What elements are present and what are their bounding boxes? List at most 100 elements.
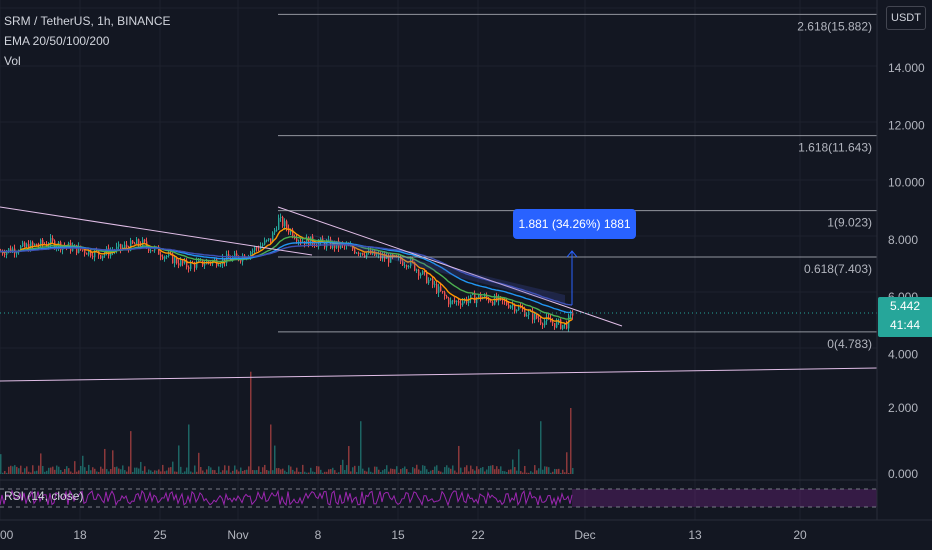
volume-indicator-label[interactable]: Vol	[4, 54, 21, 68]
measure-label[interactable]: 1.881 (34.26%) 1881	[513, 209, 636, 239]
volume-bar	[110, 469, 112, 474]
volume-bar	[482, 467, 484, 474]
candle-body	[34, 243, 36, 245]
time-axis[interactable]: 00 18 25 Nov 8 15 22 Dec 13 20	[0, 519, 932, 542]
volume-bar	[526, 472, 528, 474]
candle-body	[376, 254, 378, 256]
rsi-indicator-label[interactable]: RSI (14, close)	[4, 489, 84, 503]
candle-body	[84, 250, 86, 254]
candle-body	[430, 278, 432, 280]
volume-bar	[26, 466, 28, 474]
candle-body	[272, 232, 274, 243]
candle-body	[446, 295, 448, 299]
volume-bar	[186, 467, 188, 474]
volume-bar	[418, 469, 420, 474]
candle-body	[540, 319, 542, 324]
candle-body	[512, 305, 514, 307]
volume-bar	[80, 465, 82, 474]
volume-bar	[416, 464, 418, 474]
volume-bar	[284, 470, 286, 474]
candle-body	[78, 245, 80, 253]
volume-bar	[466, 465, 468, 474]
volume-bar	[232, 470, 234, 474]
price-tick-label: 4.000	[888, 347, 918, 361]
volume-bar	[338, 472, 340, 474]
volume-bar	[304, 471, 306, 474]
volume-bar	[130, 431, 132, 474]
volume-bar	[382, 470, 384, 474]
volume-bar	[6, 472, 8, 474]
volume-bar	[302, 464, 304, 474]
volume-bar	[312, 471, 314, 474]
volume-bar	[470, 465, 472, 474]
volume-bar	[514, 467, 516, 474]
candle-body	[126, 244, 128, 248]
time-tick-label: 8	[315, 528, 322, 542]
volume-bar	[30, 472, 32, 474]
volume-bar	[256, 470, 258, 474]
volume-bar	[72, 472, 74, 474]
candle-body	[352, 245, 354, 250]
volume-bar	[484, 471, 486, 474]
volume-bar	[152, 471, 154, 474]
candle-body	[486, 295, 488, 299]
volume-bar	[98, 471, 100, 474]
volume-bar	[178, 445, 180, 474]
candle-body	[288, 227, 290, 233]
volume-bar	[34, 471, 36, 474]
measure-arrow[interactable]	[566, 250, 578, 305]
volume-bar	[398, 472, 400, 474]
volume-bar	[516, 470, 518, 474]
volume-bar	[104, 448, 106, 474]
candle-body	[538, 318, 540, 320]
volume-bar	[522, 472, 524, 474]
candle-body	[134, 243, 136, 245]
candle-body	[284, 221, 286, 227]
volume-bar	[262, 467, 264, 474]
time-tick-label: 20	[793, 528, 807, 542]
candle-body	[86, 253, 88, 255]
candle-body	[10, 248, 12, 253]
candle-body	[444, 292, 446, 296]
volume-bar	[216, 472, 218, 474]
volume-bar	[184, 471, 186, 474]
candle-body	[356, 252, 358, 254]
volume-bar	[534, 465, 536, 474]
ema-indicator-label[interactable]: EMA 20/50/100/200	[4, 34, 110, 48]
candle-body	[380, 253, 382, 259]
volume-bar	[240, 467, 242, 474]
volume-bar	[420, 470, 422, 474]
volume-bar	[198, 452, 200, 474]
volume-bar	[326, 471, 328, 474]
volume-bar	[410, 472, 412, 474]
ema-lines	[0, 227, 573, 325]
volume-bar	[82, 455, 84, 474]
volume-bar	[422, 465, 424, 474]
candle-body	[456, 300, 458, 302]
volume-bar	[222, 470, 224, 474]
candle-body	[256, 247, 258, 249]
volume-bar	[120, 469, 122, 474]
volume-bar	[490, 465, 492, 474]
volume-bar	[4, 470, 6, 474]
volume-bar	[200, 466, 202, 474]
symbol-title[interactable]: SRM / TetherUS, 1h, BINANCE	[4, 14, 171, 28]
volume-bar	[260, 472, 262, 474]
candle-body	[224, 258, 226, 263]
candle-body	[160, 254, 162, 257]
volume-bar	[314, 472, 316, 474]
volume-bar	[42, 465, 44, 474]
bar-countdown: 41:44	[889, 318, 921, 332]
volume-bar	[536, 470, 538, 474]
volume-bar	[10, 465, 12, 474]
volume-bar	[448, 467, 450, 474]
trend-lines[interactable]	[0, 206, 878, 382]
currency-button[interactable]: USDT	[886, 6, 926, 30]
candle-body	[88, 250, 90, 255]
candle-body	[488, 298, 490, 302]
candle-body	[566, 323, 568, 329]
chart-legend[interactable]: SRM / TetherUS, 1h, BINANCE EMA 20/50/10…	[4, 11, 171, 71]
volume-bar	[94, 468, 96, 474]
volume-bar	[234, 465, 236, 474]
